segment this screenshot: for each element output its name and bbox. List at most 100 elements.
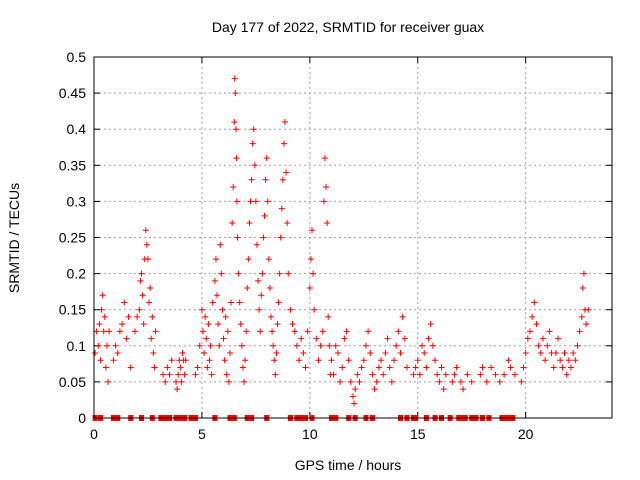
data-point <box>233 155 240 162</box>
data-point <box>412 364 419 371</box>
data-point <box>325 313 332 320</box>
data-point <box>206 357 213 364</box>
data-point <box>231 75 238 82</box>
data-point <box>326 342 333 349</box>
data-point <box>258 292 265 299</box>
data-point <box>365 328 372 335</box>
data-point <box>174 386 181 393</box>
data-point <box>93 328 100 335</box>
data-point <box>236 299 243 306</box>
data-point <box>563 371 570 378</box>
data-point <box>272 371 279 378</box>
data-point <box>464 371 471 378</box>
data-point <box>150 350 157 357</box>
data-point <box>205 321 212 328</box>
data-point <box>319 328 326 335</box>
data-point <box>102 364 109 371</box>
data-point <box>251 162 258 169</box>
data-point <box>347 378 354 385</box>
data-point <box>522 350 529 357</box>
data-point <box>262 176 269 183</box>
data-point <box>103 342 110 349</box>
data-point <box>572 357 579 364</box>
data-point <box>143 241 150 248</box>
data-point <box>308 227 315 234</box>
data-point <box>220 335 227 342</box>
data-point <box>302 364 309 371</box>
data-point <box>550 364 557 371</box>
data-point <box>440 386 447 393</box>
data-point <box>449 378 456 385</box>
data-point <box>271 357 278 364</box>
data-point <box>121 299 128 306</box>
data-point <box>112 342 119 349</box>
data-point <box>237 321 244 328</box>
data-point <box>337 378 344 385</box>
data-point <box>585 306 592 313</box>
data-point <box>140 321 147 328</box>
data-point <box>360 357 367 364</box>
data-point <box>535 342 542 349</box>
data-point <box>263 155 270 162</box>
data-point <box>137 277 144 284</box>
data-point <box>218 270 225 277</box>
data-point <box>293 342 300 349</box>
data-point <box>576 328 583 335</box>
x-tick-label: 5 <box>198 426 206 442</box>
data-point <box>282 118 289 125</box>
data-point <box>178 378 185 385</box>
data-point <box>352 386 359 393</box>
data-point <box>332 342 339 349</box>
data-point <box>371 386 378 393</box>
data-point <box>423 364 430 371</box>
data-point <box>142 227 149 234</box>
data-point <box>483 378 490 385</box>
data-point <box>320 198 327 205</box>
data-point <box>310 270 317 277</box>
data-point <box>233 126 240 133</box>
data-point <box>520 364 527 371</box>
y-tick-label: 0 <box>78 410 86 426</box>
data-point <box>253 241 260 248</box>
plot-frame <box>93 56 613 419</box>
data-point <box>230 183 237 190</box>
data-point <box>419 342 426 349</box>
data-point <box>384 335 391 342</box>
y-tick-label: 0.25 <box>59 230 86 246</box>
data-point <box>139 292 146 299</box>
data-point <box>241 378 248 385</box>
data-point <box>244 285 251 292</box>
data-point <box>356 378 363 385</box>
data-point <box>242 357 249 364</box>
data-point <box>391 357 398 364</box>
data-point <box>144 256 151 263</box>
data-point <box>231 118 238 125</box>
data-point <box>259 270 266 277</box>
data-point <box>529 313 536 320</box>
data-point <box>570 350 577 357</box>
data-point <box>496 378 503 385</box>
data-point <box>198 306 205 313</box>
data-point <box>315 357 322 364</box>
data-point <box>477 371 484 378</box>
x-tick-label: 15 <box>410 426 426 442</box>
y-tick-label: 0.05 <box>59 374 86 390</box>
y-tick-label: 0.35 <box>59 157 86 173</box>
data-point <box>432 357 439 364</box>
y-tick-label: 0.5 <box>67 49 87 65</box>
data-point <box>583 321 590 328</box>
data-point <box>270 342 277 349</box>
data-point <box>148 335 155 342</box>
data-point <box>574 342 581 349</box>
y-tick-label: 0.3 <box>67 193 87 209</box>
data-point <box>559 364 566 371</box>
data-point <box>380 371 387 378</box>
data-point <box>232 90 239 97</box>
data-point <box>215 321 222 328</box>
x-tick-label: 10 <box>302 426 318 442</box>
data-point <box>317 342 324 349</box>
data-point <box>306 285 313 292</box>
data-point <box>168 357 175 364</box>
data-point <box>177 364 184 371</box>
data-point <box>311 306 318 313</box>
